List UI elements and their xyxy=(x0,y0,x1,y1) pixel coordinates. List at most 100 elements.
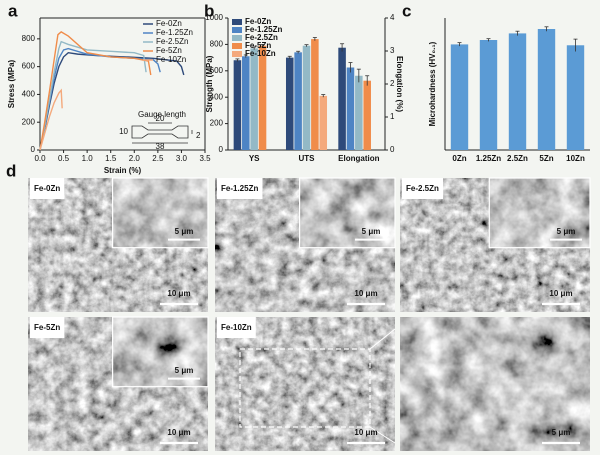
bar xyxy=(294,52,302,150)
y-tick-label: 600 xyxy=(210,66,224,75)
scale-label: 5 μm xyxy=(552,428,571,437)
legend-label: Fe-5Zn xyxy=(156,46,182,55)
legend-swatch xyxy=(232,43,242,49)
line-series xyxy=(39,40,147,151)
scale-label: 10 μm xyxy=(354,289,377,298)
y2-tick-label: 1 xyxy=(390,112,395,121)
error-bar xyxy=(243,54,248,58)
y-axis-label: Strength (MPa) xyxy=(205,55,214,112)
bar xyxy=(508,33,527,150)
x-tick-label: 0Zn xyxy=(452,154,466,163)
annotation: 10 xyxy=(119,127,128,136)
label-box xyxy=(402,178,444,199)
gauge-sketch xyxy=(131,122,193,144)
zoom-line xyxy=(369,328,396,350)
y-axis-label: Microhardness (HV₀.₁) xyxy=(428,41,437,126)
inset-border xyxy=(488,177,591,249)
bar xyxy=(346,67,355,150)
bar xyxy=(319,95,328,150)
error-bar xyxy=(356,68,361,83)
bar xyxy=(302,45,311,150)
label-box xyxy=(217,178,263,199)
error-bar xyxy=(515,30,520,36)
error-bar xyxy=(287,55,292,59)
y-tick-label: 1000 xyxy=(205,13,223,22)
x-tick-label: 1.0 xyxy=(82,154,94,163)
label-box xyxy=(217,317,256,338)
zoom-box xyxy=(239,348,371,428)
legend-label: Fe-1.25Zn xyxy=(245,25,282,34)
error-bar xyxy=(365,75,370,86)
error-bar xyxy=(235,58,240,62)
scale-label: 5 μm xyxy=(557,227,576,236)
y-tick-label: 400 xyxy=(210,92,224,101)
error-bar xyxy=(340,43,345,52)
x-tick-label: 2.5 xyxy=(152,154,164,163)
bar xyxy=(285,57,294,150)
x-tick-label: 3.0 xyxy=(176,154,188,163)
y-tick-label: 0 xyxy=(219,145,224,154)
error-bar xyxy=(348,62,353,73)
y-tick-label: 600 xyxy=(22,62,36,71)
bar xyxy=(250,48,258,150)
error-bar xyxy=(304,44,309,47)
bar xyxy=(450,44,469,150)
x-axis-label: Strain (%) xyxy=(104,166,142,175)
line-series xyxy=(39,47,161,151)
legend-label: Fe-0Zn xyxy=(156,19,182,28)
scale-label: 10 μm xyxy=(167,428,190,437)
x-tick-label: 0.5 xyxy=(58,154,70,163)
y2-tick-label: 4 xyxy=(390,13,395,22)
error-bar xyxy=(260,44,265,48)
error-bar xyxy=(573,38,578,52)
x-tick-label: 1.5 xyxy=(105,154,117,163)
sample-label: Fe-10Zn xyxy=(221,323,252,332)
legend-swatch xyxy=(232,19,242,25)
label-box xyxy=(30,178,65,199)
x-tick-label: Elongation xyxy=(338,154,379,163)
y2-tick-label: 3 xyxy=(390,46,395,55)
micrograph xyxy=(215,317,395,451)
scale-label: 10 μm xyxy=(549,289,572,298)
x-tick-label: UTS xyxy=(299,154,316,163)
inset-border xyxy=(111,177,209,249)
y2-tick-label: 2 xyxy=(390,79,395,88)
sample-label: Fe-1.25Zn xyxy=(221,184,258,193)
y-tick-label: 0 xyxy=(31,145,36,154)
x-tick-label: 5Zn xyxy=(539,154,553,163)
y-axis-label: Stress (MPa) xyxy=(7,59,16,108)
x-tick-label: YS xyxy=(249,154,260,163)
bar xyxy=(233,60,242,150)
sample-label: Fe-0Zn xyxy=(34,184,60,193)
scale-label: 5 μm xyxy=(175,366,194,375)
error-bar xyxy=(321,94,326,98)
inset-border xyxy=(299,177,396,249)
y-tick-label: 400 xyxy=(22,90,36,99)
bar xyxy=(566,45,585,150)
inset-border xyxy=(111,316,209,388)
bar xyxy=(311,39,319,151)
inset xyxy=(489,178,590,248)
annotation: 2 xyxy=(196,131,201,140)
y-tick-label: 200 xyxy=(22,117,36,126)
label-box xyxy=(30,317,65,338)
panel-label: c xyxy=(402,1,411,20)
line-series xyxy=(39,31,152,151)
x-tick-label: 0.0 xyxy=(34,154,46,163)
y-tick-label: 800 xyxy=(210,40,224,49)
micrograph xyxy=(400,317,590,451)
scale-label: 5 μm xyxy=(362,227,381,236)
legend-label: Fe-2.5Zn xyxy=(245,33,278,42)
legend-swatch xyxy=(232,35,242,41)
x-tick-label: 2.5Zn xyxy=(507,154,528,163)
scale-label: 5 μm xyxy=(175,227,194,236)
inset xyxy=(112,317,208,387)
bar xyxy=(338,47,346,151)
sample-label: Fe-5Zn xyxy=(34,323,60,332)
zoom-line xyxy=(369,426,396,444)
y2-axis-label: Elongation (%) xyxy=(395,56,404,112)
legend-label: Fe-1.25Zn xyxy=(156,28,193,37)
y2-tick-label: 0 xyxy=(390,145,395,154)
legend-label: Fe-10Zn xyxy=(156,55,186,64)
